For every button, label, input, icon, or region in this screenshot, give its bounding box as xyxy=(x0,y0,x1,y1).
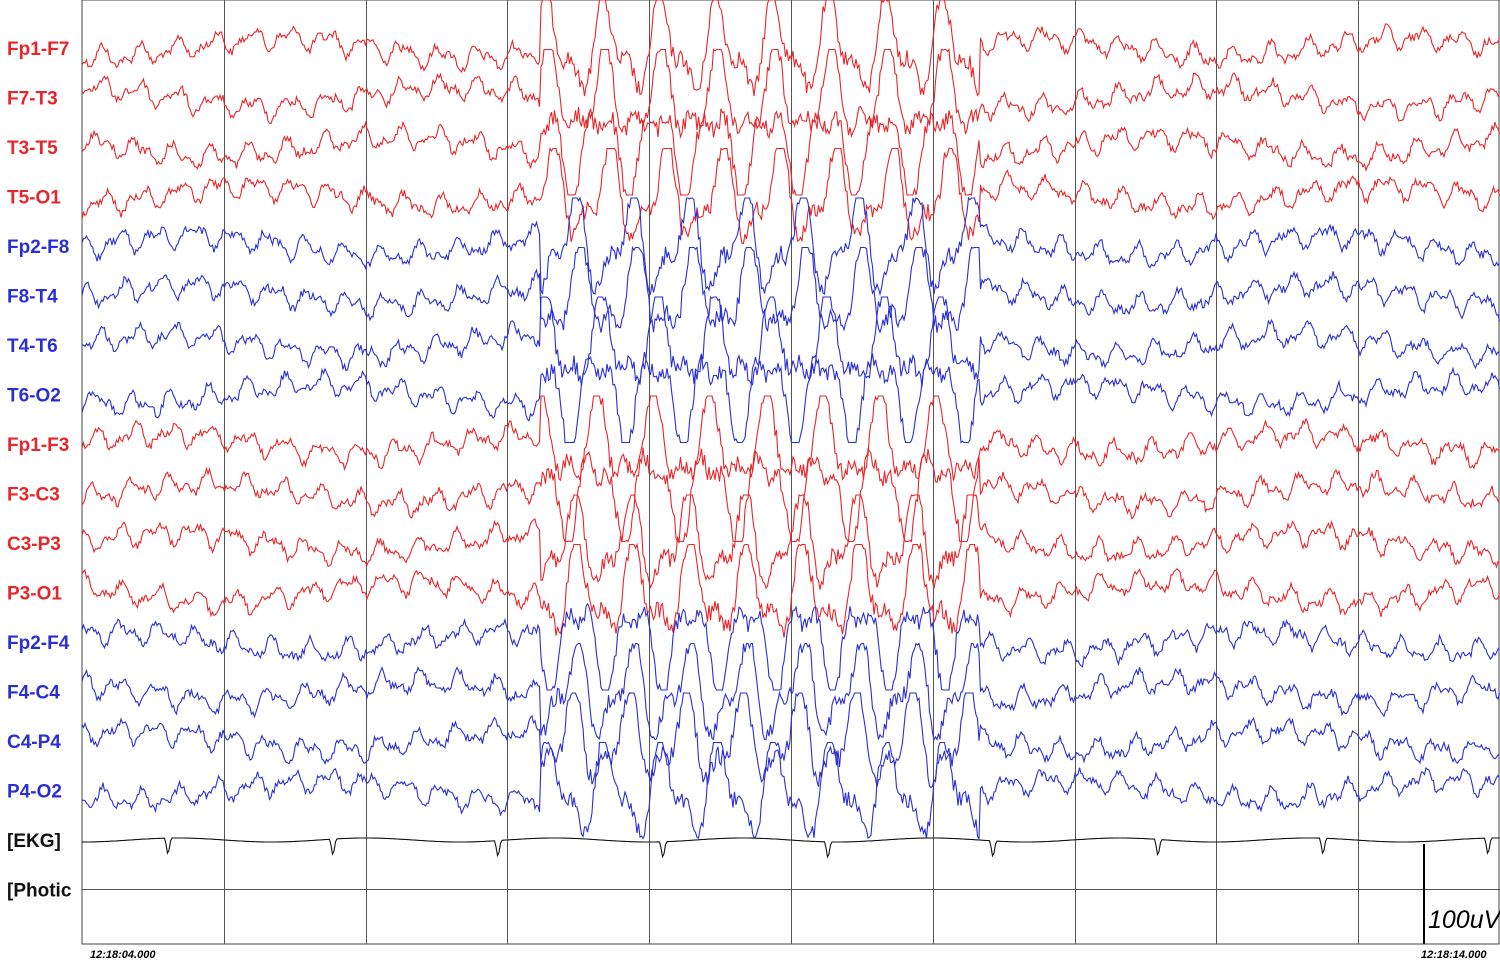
channel-trace xyxy=(81,146,1500,245)
channel-label: F3-C3 xyxy=(7,485,60,506)
channel-trace xyxy=(81,351,1500,444)
channel-label: F8-T4 xyxy=(7,287,58,308)
channel-label: T4-T6 xyxy=(7,336,58,357)
channel-label: T3-T5 xyxy=(7,138,58,159)
channel-trace xyxy=(82,837,1500,859)
scale-bar-label: 100uV xyxy=(1428,906,1500,934)
channel-trace xyxy=(81,48,1500,139)
channel-label: C3-P3 xyxy=(7,534,61,555)
channel-label: P3-O1 xyxy=(7,584,62,605)
channel-label: F7-T3 xyxy=(7,89,58,110)
channel-label: C4-P4 xyxy=(7,732,61,753)
channel-label: T5-O1 xyxy=(7,188,61,209)
channel-label: [EKG] xyxy=(7,831,61,852)
channel-trace xyxy=(81,295,1500,387)
channel-label: Fp2-F8 xyxy=(7,237,69,258)
time-start-label: 12:18:04.000 xyxy=(90,949,156,961)
channel-label: Fp1-F3 xyxy=(7,435,69,456)
channel-label: Fp1-F7 xyxy=(7,39,69,60)
channel-trace xyxy=(81,196,1500,297)
channel-trace xyxy=(81,245,1500,334)
plot-frame xyxy=(81,0,1500,945)
eeg-traces xyxy=(81,0,1500,859)
channel-label: Fp2-F4 xyxy=(7,633,70,654)
channel-label: F4-C4 xyxy=(7,683,60,704)
channel-trace xyxy=(81,395,1500,482)
channel-trace xyxy=(81,642,1500,742)
channel-label: P4-O2 xyxy=(7,782,62,803)
channel-trace xyxy=(81,741,1500,841)
channel-trace xyxy=(81,108,1500,196)
channel-trace xyxy=(81,494,1500,590)
channel-label: [Photic xyxy=(7,881,72,902)
channel-trace xyxy=(81,0,1500,97)
channel-trace xyxy=(81,602,1500,691)
time-end-label: 12:18:14.000 xyxy=(1421,949,1487,961)
channel-label: T6-O2 xyxy=(7,386,61,407)
channel-labels: Fp1-F7 F7-T3 T3-T5 T5-O1 Fp2-F8 F8-T4 T4-T6 T6-… xyxy=(7,39,72,902)
channel-trace xyxy=(81,692,1500,789)
channel-trace xyxy=(81,542,1500,638)
